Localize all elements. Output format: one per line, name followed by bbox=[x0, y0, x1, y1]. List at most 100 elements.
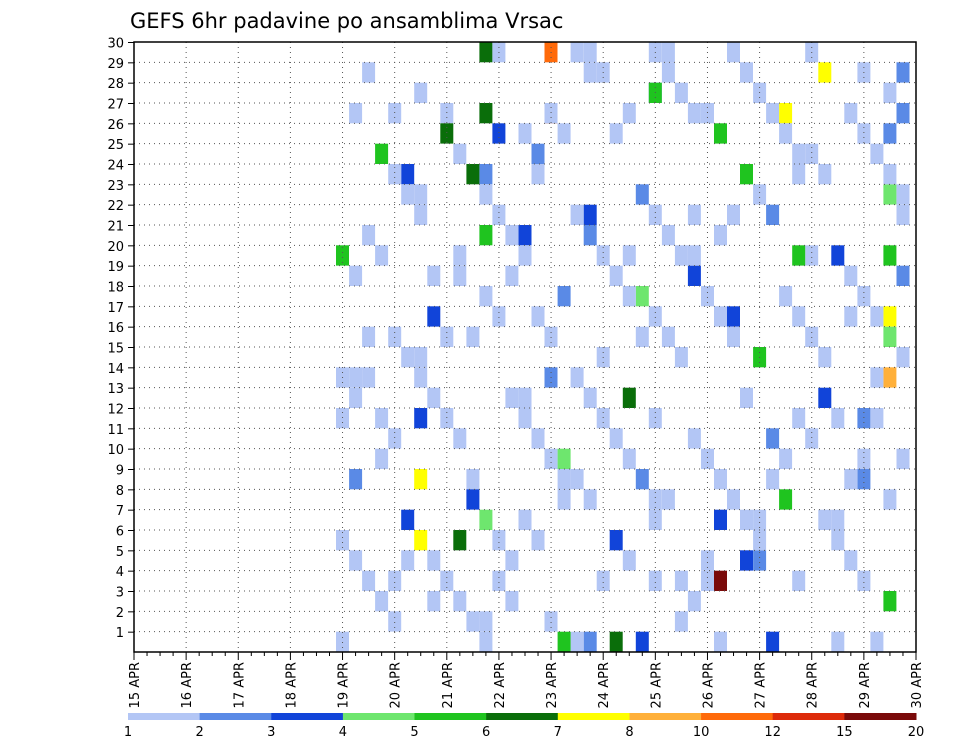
heatmap-cell bbox=[701, 286, 714, 307]
heatmap-cell bbox=[648, 509, 662, 530]
heatmap-cell bbox=[831, 245, 845, 266]
heatmap-cell bbox=[492, 530, 506, 551]
heatmap-cell bbox=[779, 489, 793, 510]
heatmap-cell bbox=[805, 245, 819, 266]
y-tick-label: 22 bbox=[107, 199, 124, 214]
heatmap-cell bbox=[427, 550, 441, 571]
heatmap-cell bbox=[375, 408, 389, 429]
heatmap-cell bbox=[622, 448, 636, 469]
heatmap-cell bbox=[479, 611, 493, 632]
heatmap-cell bbox=[896, 184, 910, 205]
heatmap-cell bbox=[583, 204, 597, 225]
heatmap-cell bbox=[583, 62, 597, 83]
heatmap-cell bbox=[648, 570, 662, 591]
heatmap-cell bbox=[727, 489, 740, 510]
heatmap-cell bbox=[792, 306, 806, 327]
heatmap-cell bbox=[857, 286, 871, 307]
heatmap-cell bbox=[492, 570, 506, 591]
heatmap-cell bbox=[883, 164, 897, 185]
heatmap-cell bbox=[687, 204, 701, 225]
heatmap-cell bbox=[427, 591, 441, 612]
heatmap-cell bbox=[805, 143, 819, 164]
colorbar-swatch bbox=[199, 713, 272, 720]
heatmap-cell bbox=[857, 469, 871, 490]
heatmap-cell bbox=[609, 265, 623, 286]
heatmap-cell bbox=[466, 489, 480, 510]
heatmap-cell bbox=[375, 591, 389, 612]
heatmap-cell bbox=[792, 408, 806, 429]
heatmap-cell bbox=[518, 225, 532, 246]
heatmap-cell bbox=[427, 387, 441, 408]
heatmap-cell bbox=[648, 408, 662, 429]
x-tick-label: 16 APR bbox=[180, 662, 195, 708]
heatmap-cell bbox=[753, 530, 767, 551]
heatmap-cell bbox=[792, 245, 806, 266]
y-tick-label: 18 bbox=[107, 281, 124, 296]
heatmap-cell bbox=[401, 164, 415, 185]
x-tick-label: 30 APR bbox=[910, 662, 925, 708]
heatmap-cell bbox=[609, 428, 623, 449]
heatmap-cell bbox=[349, 550, 363, 571]
heatmap-cell bbox=[531, 164, 545, 185]
heatmap-cell bbox=[375, 143, 389, 164]
heatmap-cell bbox=[844, 265, 858, 286]
colorbar-swatch bbox=[342, 713, 415, 720]
heatmap-cell bbox=[883, 123, 897, 144]
heatmap-cell bbox=[792, 164, 806, 185]
heatmap-cell bbox=[414, 347, 428, 368]
heatmap-cell bbox=[883, 591, 897, 612]
heatmap-cell bbox=[870, 367, 884, 388]
y-tick-label: 7 bbox=[116, 504, 124, 519]
y-tick-label: 19 bbox=[107, 260, 124, 275]
heatmap-cell bbox=[349, 469, 363, 490]
heatmap-cell bbox=[570, 367, 584, 388]
heatmap-cell bbox=[388, 164, 402, 185]
heatmap-cell bbox=[661, 326, 675, 347]
heatmap-cell bbox=[896, 448, 910, 469]
heatmap-cell bbox=[375, 245, 389, 266]
heatmap-cell bbox=[583, 631, 597, 652]
x-tick-label: 28 APR bbox=[806, 662, 821, 708]
heatmap-cell bbox=[531, 428, 545, 449]
heatmap-cell bbox=[622, 286, 636, 307]
heatmap-cell bbox=[831, 509, 845, 530]
heatmap-cell bbox=[818, 62, 832, 83]
heatmap-cell bbox=[674, 245, 688, 266]
chart-title: GEFS 6hr padavine po ansamblima Vrsac bbox=[130, 9, 563, 33]
heatmap-cell bbox=[792, 143, 806, 164]
y-tick-label: 20 bbox=[107, 240, 124, 255]
heatmap-cell bbox=[362, 62, 376, 83]
heatmap-cell bbox=[583, 225, 597, 246]
heatmap-cell bbox=[336, 408, 349, 429]
y-axis-ticks: 1234567891011121314151617181920212223242… bbox=[107, 37, 134, 641]
heatmap-cell bbox=[779, 448, 793, 469]
heatmap-cell bbox=[818, 387, 832, 408]
heatmap-cell bbox=[779, 286, 793, 307]
colorbar-label: 15 bbox=[836, 725, 853, 740]
heatmap-cell bbox=[674, 570, 688, 591]
heatmap-cell bbox=[609, 530, 623, 551]
heatmap-cell bbox=[336, 631, 349, 652]
heatmap-cell bbox=[674, 82, 688, 103]
heatmap-cell bbox=[766, 631, 780, 652]
colorbar-label: 12 bbox=[764, 725, 781, 740]
colorbar-swatch bbox=[557, 713, 630, 720]
heatmap-cell bbox=[857, 408, 871, 429]
heatmap-cell bbox=[701, 570, 714, 591]
heatmap-cell bbox=[453, 591, 467, 612]
heatmap-cell bbox=[479, 103, 493, 124]
heatmap-cell bbox=[635, 469, 649, 490]
heatmap-cell bbox=[518, 408, 532, 429]
heatmap-cell bbox=[870, 143, 884, 164]
heatmap-cell bbox=[766, 103, 780, 124]
heatmap-cells bbox=[336, 42, 910, 652]
heatmap-cell bbox=[466, 611, 480, 632]
heatmap-cell bbox=[362, 326, 376, 347]
heatmap-cell bbox=[453, 530, 467, 551]
colorbar-swatch bbox=[629, 713, 702, 720]
heatmap-cell bbox=[557, 123, 571, 144]
heatmap-cell bbox=[336, 245, 349, 266]
y-tick-label: 28 bbox=[107, 77, 124, 92]
heatmap-cell bbox=[661, 489, 675, 510]
